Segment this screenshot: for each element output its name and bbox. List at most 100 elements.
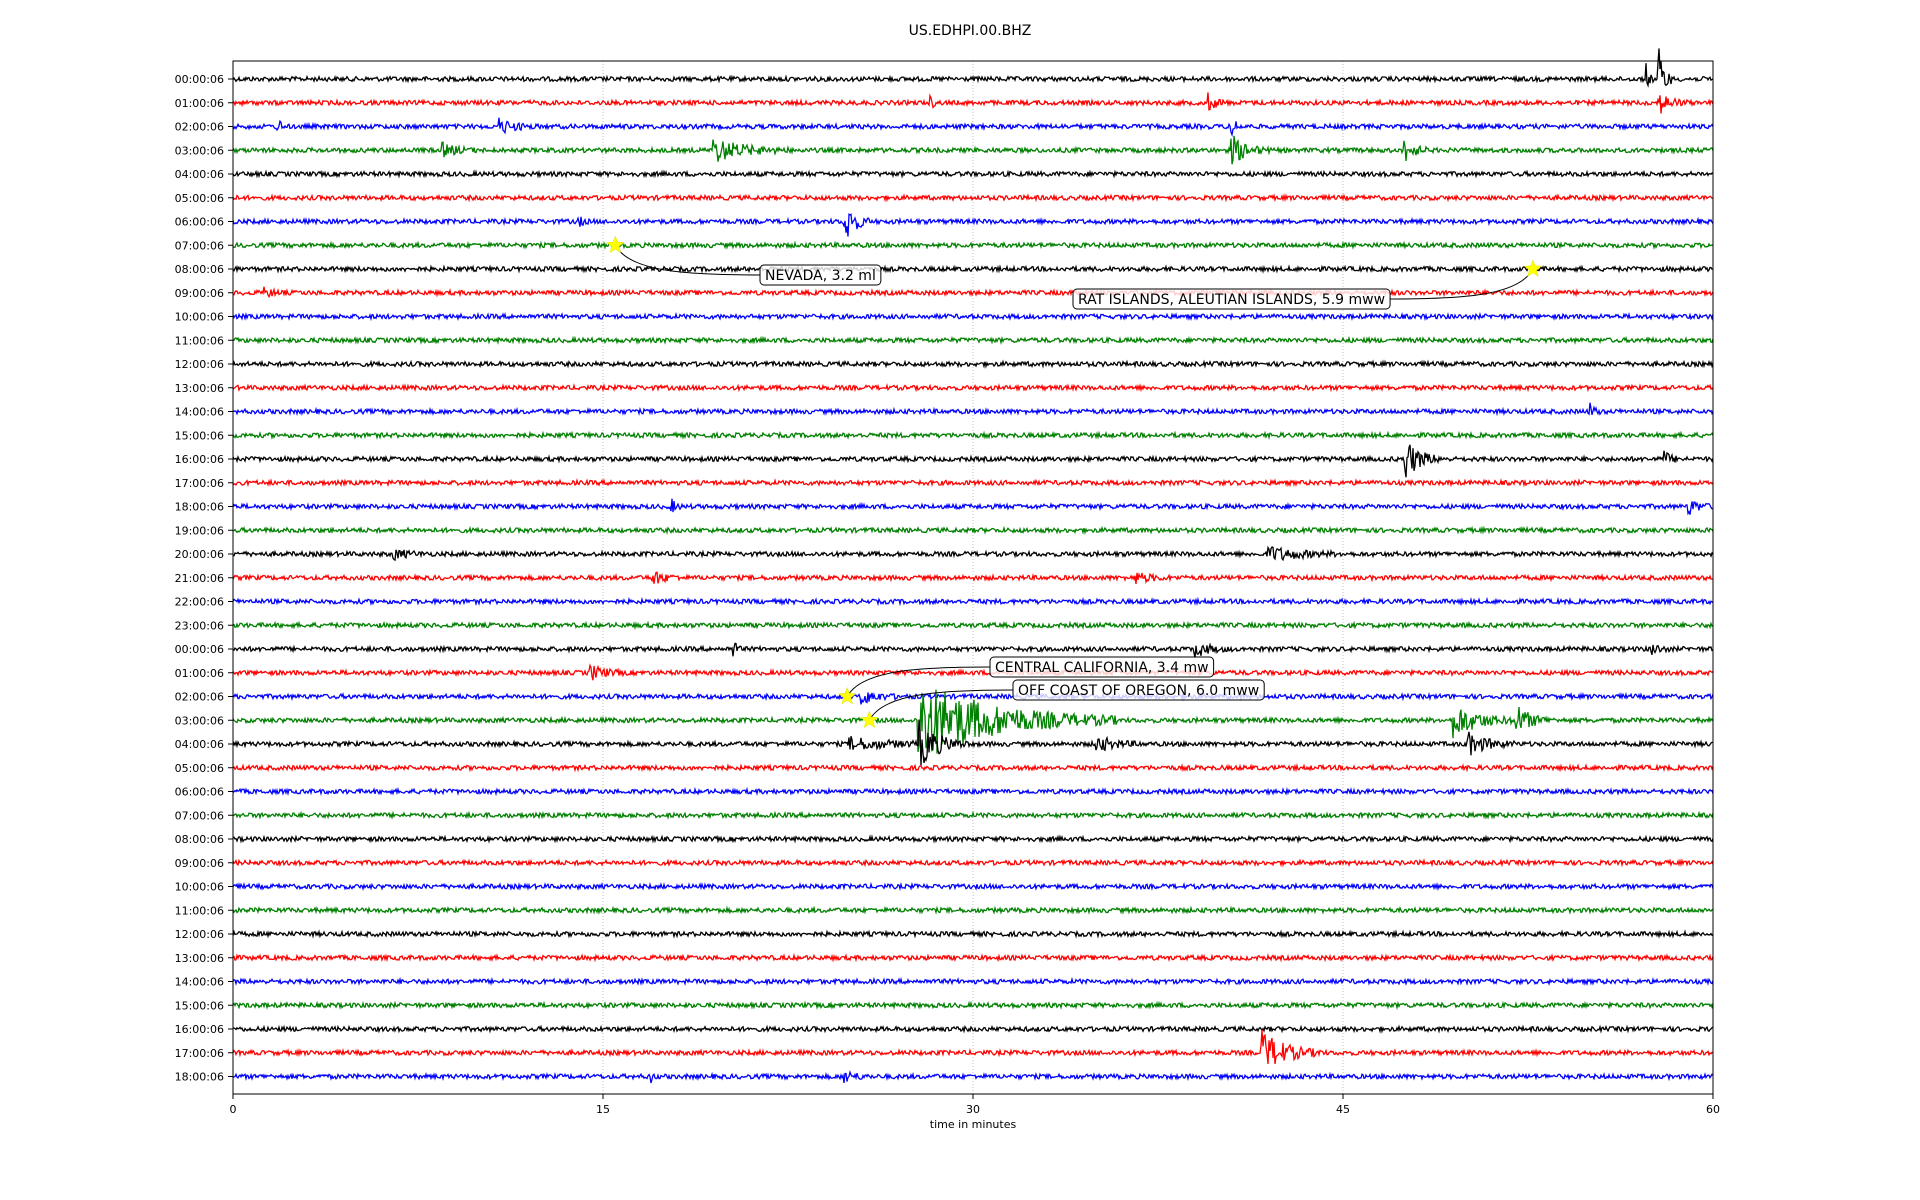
- y-tick-label: 09:00:06: [175, 287, 224, 300]
- y-tick-label: 18:00:06: [175, 501, 224, 514]
- y-tick-label: 06:00:06: [175, 216, 224, 229]
- y-axis: 00:00:06 01:00:06 02:00:06 03:00:06 04:00:06…: [175, 73, 233, 1084]
- trace-row-11: [232, 335, 1714, 346]
- x-tick-label: 60: [1706, 1103, 1720, 1116]
- trace-row-12: [232, 359, 1714, 369]
- annotation-label: NEVADA, 3.2 ml: [765, 268, 876, 284]
- y-tick-label: 21:00:06: [175, 572, 224, 585]
- event-star: [606, 235, 625, 254]
- y-tick-label: 06:00:06: [175, 786, 224, 799]
- trace-row-33: [232, 858, 1714, 868]
- trace-row-9: [232, 286, 1714, 299]
- y-tick-label: 09:00:06: [175, 857, 224, 870]
- y-tick-label: 11:00:06: [175, 904, 224, 917]
- y-tick-label: 07:00:06: [175, 809, 224, 822]
- y-tick-label: 12:00:06: [175, 928, 224, 941]
- y-tick-label: 22:00:06: [175, 596, 224, 609]
- y-tick-label: 02:00:06: [175, 691, 224, 704]
- y-tick-label: 15:00:06: [175, 429, 224, 442]
- y-tick-label: 02:00:06: [175, 121, 224, 134]
- trace-row-35: [232, 905, 1714, 915]
- trace-row-28: [232, 719, 1713, 766]
- chart-title: US.EDHPI.00.BHZ: [909, 23, 1032, 39]
- trace-row-31: [232, 810, 1714, 820]
- y-tick-label: 17:00:06: [175, 477, 224, 490]
- y-tick-label: 13:00:06: [175, 952, 224, 965]
- trace-row-19: [232, 525, 1714, 536]
- trace-row-42: [232, 1070, 1714, 1084]
- trace-row-18: [232, 498, 1714, 516]
- trace-row-36: [232, 929, 1714, 939]
- annotation-label: RAT ISLANDS, ALEUTIAN ISLANDS, 5.9 mww: [1078, 292, 1385, 308]
- x-tick-label: 0: [230, 1103, 237, 1116]
- trace-row-22: [232, 596, 1714, 607]
- trace-row-15: [232, 430, 1714, 441]
- trace-row-13: [232, 383, 1714, 393]
- trace-row-38: [232, 976, 1714, 987]
- trace-row-5: [232, 193, 1714, 203]
- annotation-2: CENTRAL CALIFORNIA, 3.4 mw: [837, 656, 1215, 705]
- trace-row-16: [232, 444, 1714, 478]
- y-tick-label: 05:00:06: [175, 192, 224, 205]
- y-tick-label: 05:00:06: [175, 762, 224, 775]
- x-tick-label: 30: [966, 1103, 980, 1116]
- annotation-label: OFF COAST OF OREGON, 6.0 mww: [1018, 683, 1259, 699]
- trace-row-4: [232, 169, 1714, 179]
- event-annotations: NEVADA, 3.2 ml RAT ISLANDS, ALEUTIAN ISLA…: [606, 235, 1543, 729]
- trace-row-25: [232, 663, 1714, 681]
- y-tick-label: 01:00:06: [175, 97, 224, 110]
- trace-row-0: [232, 48, 1714, 88]
- y-tick-label: 17:00:06: [175, 1047, 224, 1060]
- trace-row-37: [232, 952, 1714, 963]
- y-tick-label: 14:00:06: [175, 976, 224, 989]
- annotation-1: RAT ISLANDS, ALEUTIAN ISLANDS, 5.9 mww: [1072, 259, 1543, 310]
- annotation-box: [989, 656, 1215, 678]
- annotation-box: [1012, 679, 1265, 701]
- trace-row-24: [232, 642, 1714, 659]
- trace-row-23: [232, 620, 1714, 631]
- annotation-3: OFF COAST OF OREGON, 6.0 mww: [860, 679, 1265, 729]
- trace-row-34: [232, 881, 1714, 892]
- y-tick-label: 16:00:06: [175, 1023, 224, 1036]
- trace-row-32: [232, 834, 1714, 844]
- seismic-traces: [232, 48, 1714, 1084]
- annotation-connector: [846, 666, 991, 697]
- annotation-label: CENTRAL CALIFORNIA, 3.4 mw: [995, 660, 1209, 676]
- trace-row-30: [232, 786, 1714, 797]
- y-tick-label: 14:00:06: [175, 406, 224, 419]
- event-star: [837, 686, 857, 705]
- y-tick-label: 23:00:06: [175, 619, 224, 632]
- y-tick-label: 03:00:06: [175, 144, 224, 157]
- x-tick-label: 15: [596, 1103, 610, 1116]
- annotation-connector: [614, 245, 761, 276]
- trace-row-7: [232, 240, 1714, 250]
- x-axis: 0 15 30 45 60: [230, 1094, 1720, 1116]
- trace-row-14: [232, 402, 1714, 417]
- trace-row-2: [232, 117, 1714, 138]
- y-tick-label: 01:00:06: [175, 667, 224, 680]
- y-tick-label: 08:00:06: [175, 833, 224, 846]
- trace-row-26: [232, 691, 1714, 705]
- y-tick-label: 03:00:06: [175, 714, 224, 727]
- y-tick-label: 13:00:06: [175, 382, 224, 395]
- annotation-box: [1072, 288, 1391, 310]
- annotation-box: [759, 264, 882, 286]
- y-tick-label: 10:00:06: [175, 311, 224, 324]
- y-tick-label: 04:00:06: [175, 168, 224, 181]
- trace-row-29: [232, 763, 1714, 773]
- y-tick-label: 00:00:06: [175, 73, 224, 86]
- trace-row-17: [232, 478, 1714, 488]
- y-tick-label: 18:00:06: [175, 1071, 224, 1084]
- trace-row-41: [232, 1029, 1714, 1065]
- trace-row-10: [232, 311, 1714, 322]
- annotation-connector: [868, 689, 1014, 721]
- x-axis-label: time in minutes: [930, 1118, 1017, 1131]
- annotation-connector: [1390, 268, 1534, 300]
- y-tick-label: 10:00:06: [175, 881, 224, 894]
- y-tick-label: 12:00:06: [175, 358, 224, 371]
- trace-row-39: [232, 1000, 1714, 1011]
- y-tick-label: 20:00:06: [175, 548, 224, 561]
- event-star: [860, 710, 879, 729]
- trace-row-20: [232, 545, 1714, 562]
